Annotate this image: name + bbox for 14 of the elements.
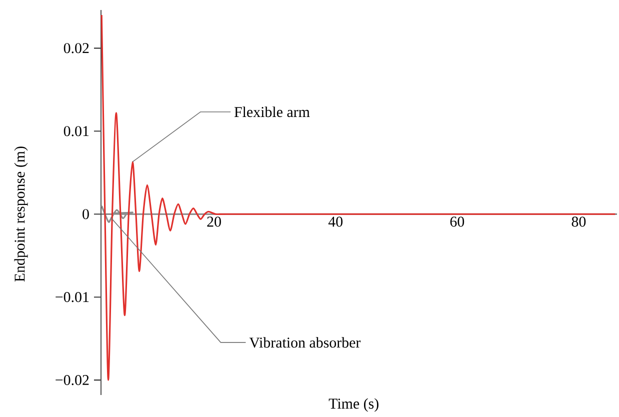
x-tick-label: 80 [572,216,586,227]
y-tick-label: 0 [82,209,89,220]
x-tick-label: 20 [207,216,221,227]
y-tick-label: −0.02 [56,374,89,386]
annotation: Flexible arm [234,106,310,118]
y-tick-label: 0.02 [64,43,89,54]
y-tick-label: 0.01 [64,126,89,136]
annotation: Vibration absorber [249,337,361,348]
x-axis-title: Time (s) [328,398,378,412]
line-series [100,14,616,381]
y-axis-title: Endpoint response (m) [14,146,28,282]
x-tick-label: 60 [450,216,464,227]
x-tick-label: 40 [328,216,343,227]
y-tick-label: −0.01 [56,292,89,302]
